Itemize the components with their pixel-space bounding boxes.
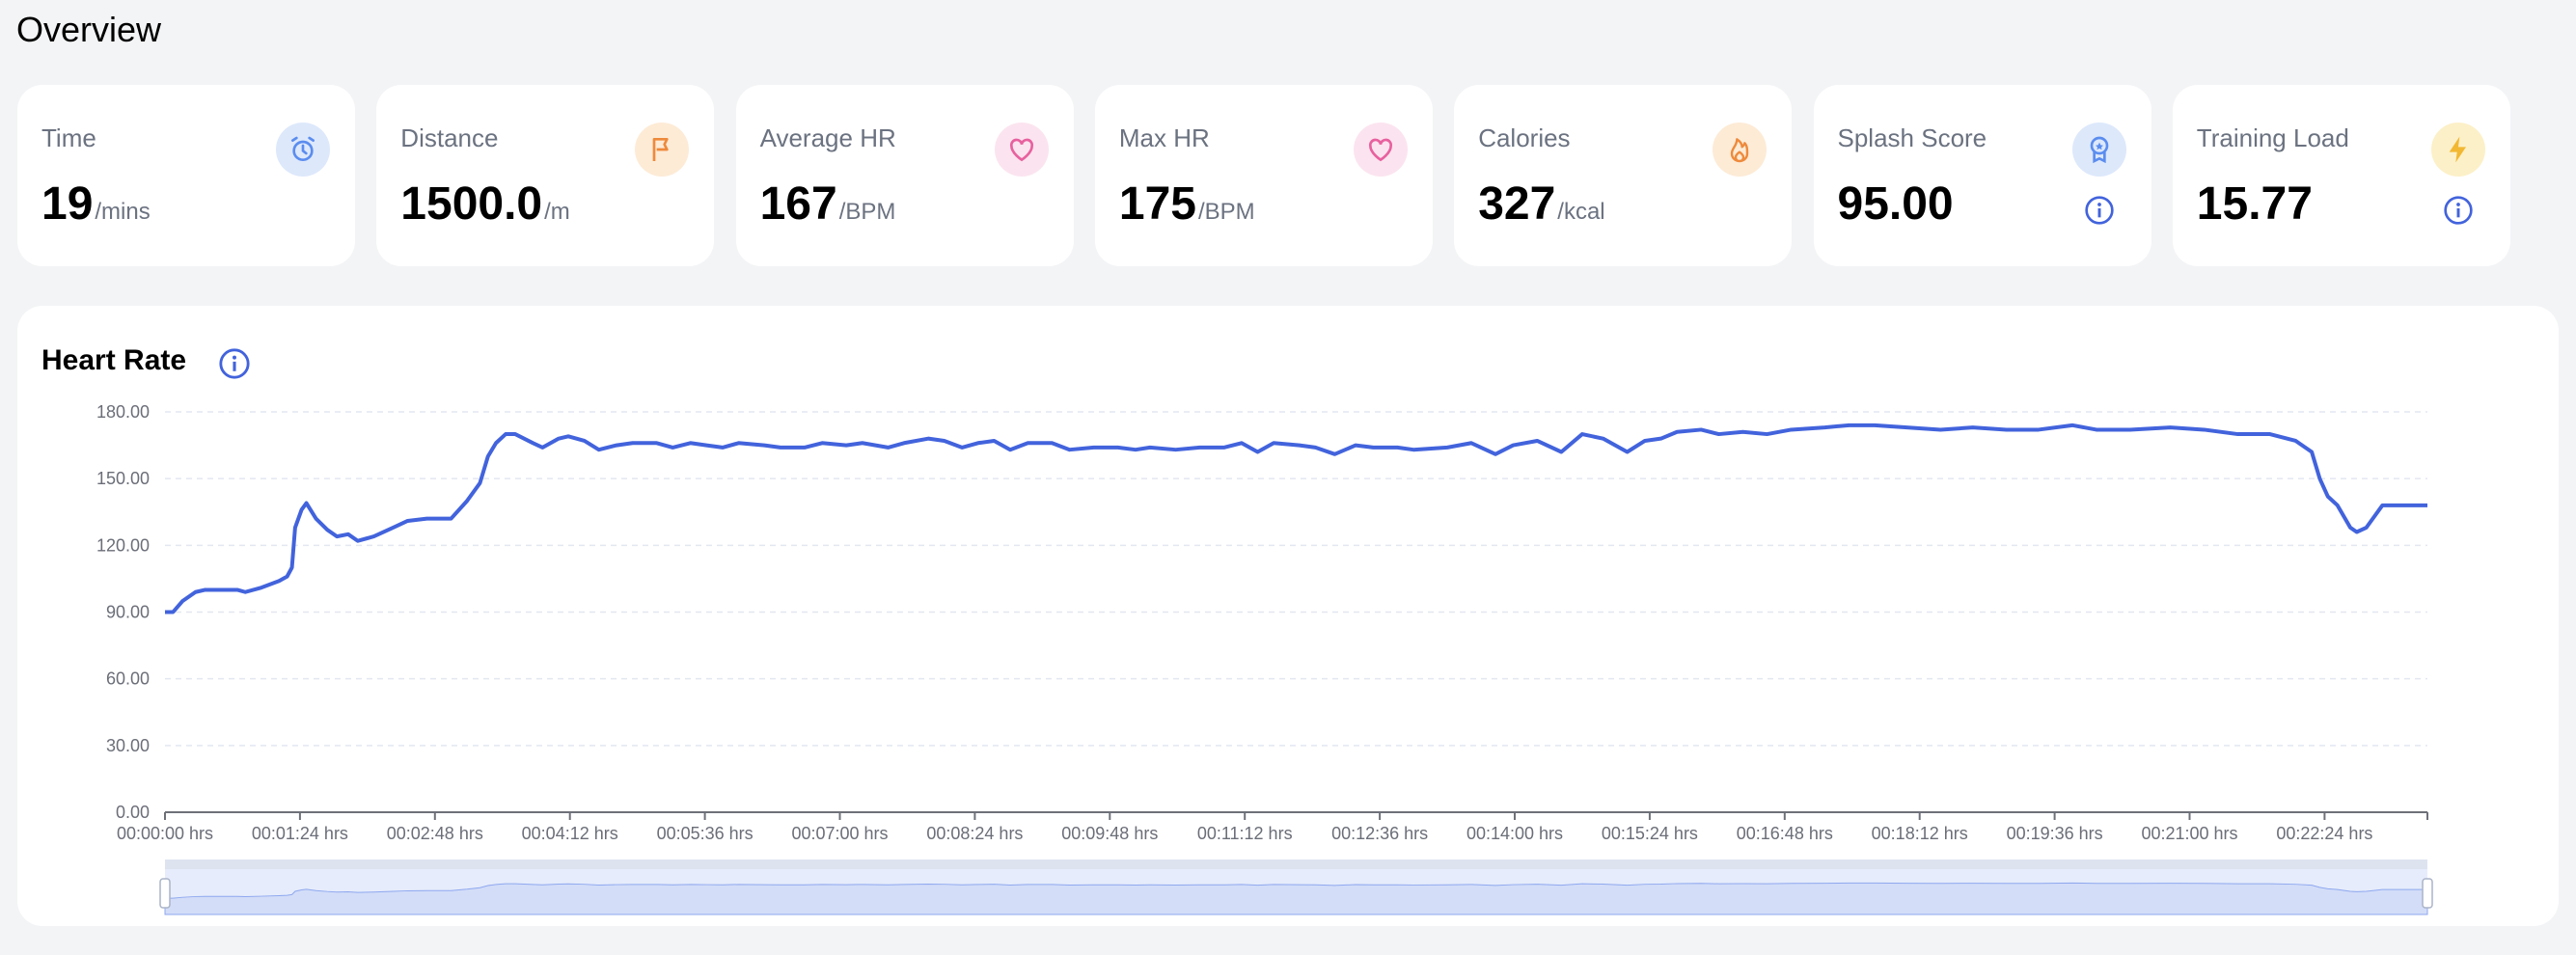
stat-label: Time: [41, 123, 96, 152]
stat-label: Splash Score: [1837, 123, 1987, 152]
stat-number: 175: [1118, 178, 1196, 230]
info-icon[interactable]: [2084, 195, 2115, 226]
stat-unit: /m: [544, 199, 570, 225]
y-tick-label: 60.00: [106, 669, 150, 689]
x-tick-label: 00:15:24 hrs: [1602, 824, 1698, 843]
stat-value: 167/BPM: [760, 177, 896, 231]
page-title: Overview: [16, 10, 162, 49]
chart-title: Heart Rate: [41, 344, 187, 376]
heart-rate-line: [165, 423, 2427, 614]
heart-icon: [1353, 123, 1408, 177]
stat-label: Calories: [1478, 123, 1571, 152]
stat-card-distance: Distance 1500.0/m: [376, 85, 715, 266]
stat-label: Distance: [400, 123, 499, 152]
stat-value: 1500.0/m: [400, 177, 569, 231]
stat-unit: /BPM: [1197, 199, 1255, 225]
x-tick-label: 00:14:00 hrs: [1466, 824, 1563, 843]
info-icon[interactable]: [218, 347, 251, 380]
stat-label: Average HR: [759, 123, 896, 152]
x-tick-label: 00:04:12 hrs: [522, 824, 618, 843]
heart-rate-chart: 0.00 30.00 60.00 90.00 120.00 150.00 180.00 00:…: [96, 402, 2433, 915]
stat-unit: /mins: [95, 199, 151, 225]
heart-icon: [994, 123, 1049, 177]
flame-icon: [1713, 123, 1768, 177]
y-tick-label: 30.00: [106, 736, 150, 755]
stat-number: 15.77: [2196, 178, 2313, 230]
y-tick-label: 150.00: [96, 469, 150, 488]
stat-card-time: Time 19/mins: [17, 85, 355, 266]
x-tick-label: 00:09:48 hrs: [1061, 824, 1158, 843]
award-ribbon-icon: [2071, 123, 2126, 177]
stat-number: 19: [41, 178, 94, 230]
heart-rate-chart-card: Heart Rate 0.00 30.00 60.00 90.00 120.00 150.…: [17, 306, 2559, 926]
stat-unit: /kcal: [1557, 199, 1605, 225]
x-tick-label: 00:05:36 hrs: [657, 824, 754, 843]
x-tick-label: 00:21:00 hrs: [2141, 824, 2237, 843]
alarm-clock-icon: [276, 123, 330, 177]
y-tick-label: 0.00: [116, 803, 150, 822]
flag-icon: [635, 123, 690, 177]
stat-value: 95.00: [1838, 177, 1954, 231]
stat-card-max-hr: Max HR 175/BPM: [1094, 85, 1433, 266]
x-tick-label: 00:00:00 hrs: [117, 824, 213, 843]
x-tick-label: 00:22:24 hrs: [2276, 824, 2372, 843]
stat-number: 95.00: [1837, 178, 1954, 230]
x-tick-label: 00:16:48 hrs: [1737, 824, 1833, 843]
x-tick-label: 00:01:24 hrs: [252, 824, 348, 843]
y-tick-label: 90.00: [106, 603, 150, 622]
zoom-slider-preview: [164, 882, 2428, 915]
stat-label: Training Load: [2196, 123, 2349, 152]
x-tick-label: 00:11:12 hrs: [1197, 824, 1293, 843]
stat-number: 167: [759, 178, 837, 230]
y-tick-label: 180.00: [96, 402, 150, 422]
stat-value: 175/BPM: [1119, 177, 1255, 231]
stat-card-splash-score: Splash Score 95.00: [1813, 85, 2151, 266]
zoom-slider-handle-right[interactable]: [2422, 878, 2433, 909]
zoom-slider-handle-left[interactable]: [159, 878, 171, 909]
stat-card-average-hr: Average HR 167/BPM: [735, 85, 1074, 266]
x-tick-label: 00:07:00 hrs: [791, 824, 888, 843]
x-tick-label: 00:08:24 hrs: [926, 824, 1023, 843]
stat-number: 1500.0: [400, 178, 543, 230]
x-tick-label: 00:12:36 hrs: [1331, 824, 1428, 843]
zoom-slider-bar: [165, 860, 2427, 869]
stat-value: 15.77: [2197, 177, 2313, 231]
stat-number: 327: [1478, 178, 1556, 230]
stat-label: Max HR: [1118, 123, 1210, 152]
stat-value: 327/kcal: [1478, 177, 1604, 231]
stat-unit: /BPM: [838, 199, 896, 225]
x-tick-label: 00:19:36 hrs: [2007, 824, 2103, 843]
stat-card-training-load: Training Load 15.77: [2172, 85, 2510, 266]
x-tick-label: 00:02:48 hrs: [387, 824, 483, 843]
y-tick-label: 120.00: [96, 535, 150, 555]
stat-card-calories: Calories 327/kcal: [1454, 85, 1793, 266]
info-icon[interactable]: [2443, 195, 2474, 226]
x-tick-label: 00:18:12 hrs: [1872, 824, 1968, 843]
stat-value: 19/mins: [41, 177, 151, 231]
lightning-icon: [2430, 123, 2485, 177]
